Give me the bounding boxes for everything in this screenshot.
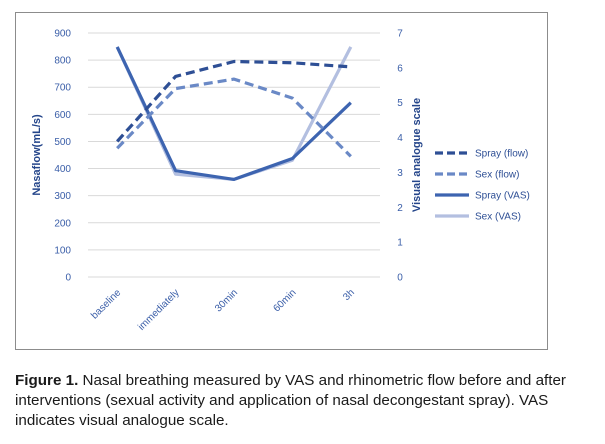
series-line-spray-flow [116, 59, 351, 143]
x-tick-label: baseline [89, 287, 123, 321]
series-line-spray-vas [115, 46, 352, 181]
y-left-axis-title: Nasaflow(mL/s) [31, 114, 43, 196]
chart-frame: 0 100 200 300 400 500 600 700 800 900 0 1 2 3 4 5 6 7 Nasa… [15, 12, 548, 350]
legend-label: Sex (VAS) [475, 212, 521, 223]
figure-caption: Figure 1. Nasal breathing measured by VA… [15, 371, 590, 431]
y-right-tick-label: 6 [397, 63, 403, 74]
y-right-tick-label: 2 [397, 203, 403, 214]
x-tick-label: 60min [271, 287, 298, 314]
y-left-tick-label: 900 [54, 29, 71, 40]
y-left-tick-label: 800 [54, 56, 71, 67]
caption-text: Nasal breathing measured by VAS and rhin… [15, 372, 566, 429]
x-tick-label: immediately [136, 287, 182, 333]
y-right-tick-label: 3 [397, 168, 403, 179]
caption-label: Figure 1. [15, 372, 79, 389]
y-right-tick-label: 0 [397, 273, 403, 284]
x-tick-label: 30min [213, 287, 240, 314]
y-left-tick-label: 700 [54, 83, 71, 94]
y-right-tick-label: 7 [397, 29, 403, 40]
series-line-sex-flow [116, 77, 352, 158]
y-right-axis-title: Visual analogue scale [411, 98, 423, 212]
y-left-tick-label: 400 [54, 164, 71, 175]
line-chart: 0 100 200 300 400 500 600 700 800 900 0 1 2 3 4 5 6 7 Nasa… [31, 29, 530, 333]
y-left-tick-label: 300 [54, 191, 71, 202]
y-left-tick-label: 100 [54, 245, 71, 256]
y-left-tick-label: 500 [54, 137, 71, 148]
y-right-tick-label: 1 [397, 238, 403, 249]
legend-label: Spray (flow) [475, 149, 528, 160]
y-left-tick-label: 200 [54, 218, 71, 229]
y-right-tick-label: 5 [397, 98, 403, 109]
y-right-tick-label: 4 [397, 133, 403, 144]
y-left-tick-label: 600 [54, 110, 71, 121]
legend-label: Spray (VAS) [475, 191, 530, 202]
y-left-tick-label: 0 [65, 273, 71, 284]
x-tick-label: 3h [341, 287, 357, 303]
legend-label: Sex (flow) [475, 170, 519, 181]
